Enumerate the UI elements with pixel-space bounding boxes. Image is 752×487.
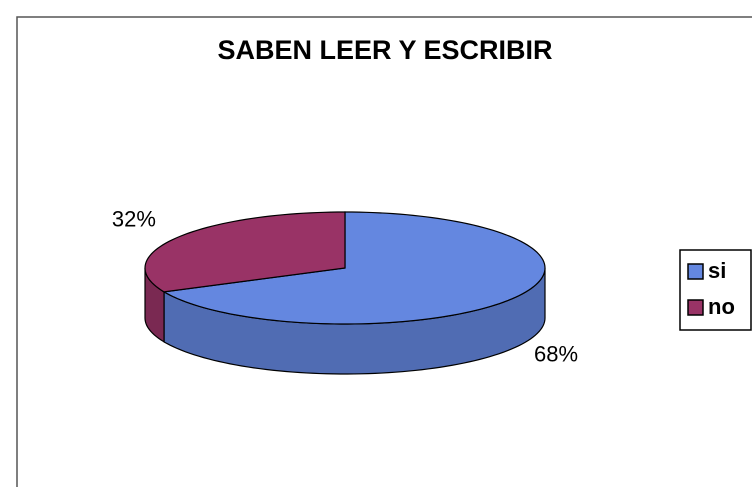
chart-title: SABEN LEER Y ESCRIBIR: [217, 35, 552, 65]
legend-swatch: [687, 263, 704, 280]
data-label: 68%: [534, 341, 578, 366]
data-label: 32%: [112, 206, 156, 231]
legend-label: si: [708, 258, 726, 283]
pie-slice: [144, 211, 346, 293]
pie-slice: [162, 211, 546, 325]
legend-label: no: [708, 294, 735, 319]
legend-swatch: [687, 299, 704, 316]
